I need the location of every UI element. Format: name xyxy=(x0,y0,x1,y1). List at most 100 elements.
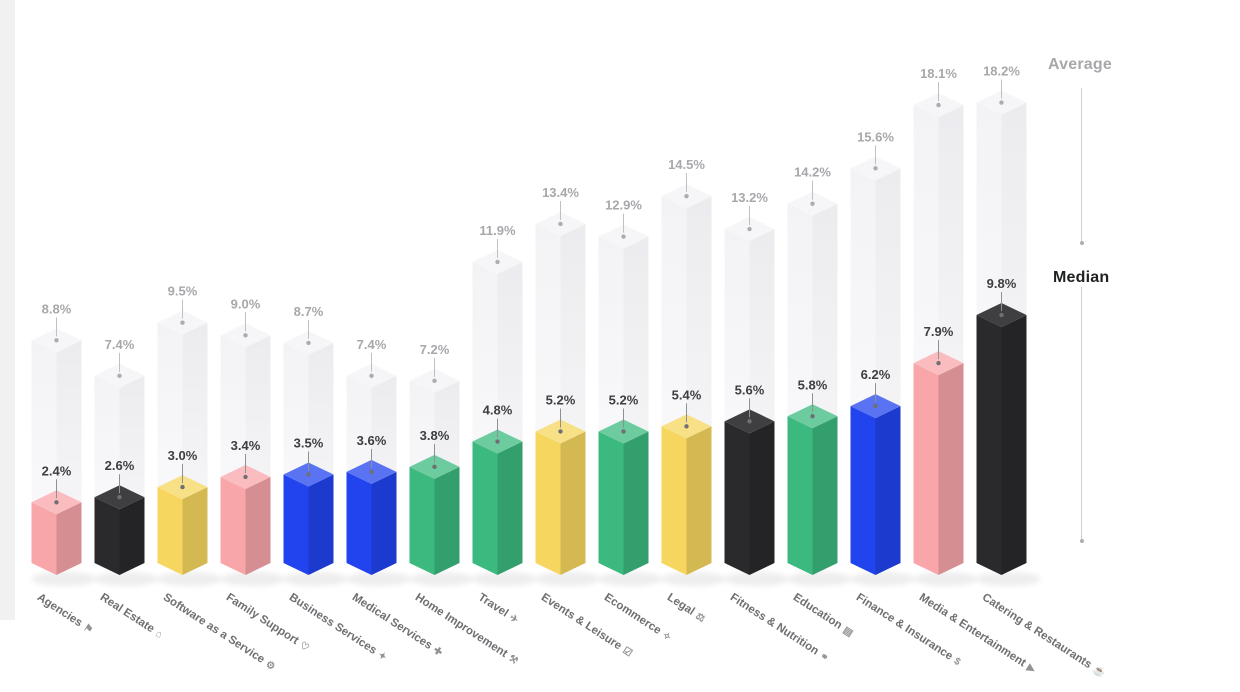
median-bar-travel-left-face xyxy=(472,441,498,575)
median-real-estate-pin-dot xyxy=(117,495,122,500)
average-finance-insurance-pin-dot xyxy=(873,166,878,171)
median-value-label-events-leisure: 5.2% xyxy=(546,392,576,407)
bar-shadow xyxy=(661,572,726,586)
average-home-improvement-pin-dot xyxy=(432,378,437,384)
median-legal-pin-dot xyxy=(684,424,689,429)
category-catering-restaurants: 18.2% 9.8% Catering & Restaurants☕ xyxy=(976,64,1108,680)
bar-shadow xyxy=(787,572,852,586)
category-label-software-as-a-service: Software as a Service⚙ xyxy=(161,591,278,673)
bar-shadow xyxy=(157,572,222,586)
category-travel: 11.9% 4.8% Travel✈ xyxy=(472,223,537,627)
median-bar-catering-restaurants-left-face xyxy=(976,315,1002,575)
average-medical-services-pin-dot xyxy=(369,373,374,378)
median-fitness-nutrition-pin-dot xyxy=(747,419,752,424)
average-value-label-fitness-nutrition: 13.2% xyxy=(731,190,768,205)
average-value-label-legal: 14.5% xyxy=(668,157,705,172)
average-value-label-medical-services: 7.4% xyxy=(357,337,387,352)
median-bar-ecommerce-left-face xyxy=(598,431,624,575)
median-bar-finance-insurance-right-face xyxy=(875,406,901,575)
scales-icon: ⚖ xyxy=(693,611,707,625)
median-bar-agencies-right-face xyxy=(56,502,82,575)
median-bar-medical-services-left-face xyxy=(346,471,372,575)
median-bar-ecommerce-right-face xyxy=(623,431,649,575)
category-label-media-entertainment: Media & Entertainment▶ xyxy=(917,591,1039,676)
bar-shadow xyxy=(346,572,411,586)
megaphone-icon: ⚑ xyxy=(81,622,95,636)
bar-shadow xyxy=(850,572,915,586)
food-icon: ☕ xyxy=(1090,662,1108,680)
median-value-label-software-as-a-service: 3.0% xyxy=(168,448,198,463)
category-education: 14.2% 5.8% Education▤ xyxy=(787,165,855,639)
median-bar-events-leisure-right-face xyxy=(560,431,586,575)
median-bar-agencies-left-face xyxy=(31,502,57,575)
median-education-pin-dot xyxy=(810,414,815,419)
bar-shadow xyxy=(598,572,663,586)
median-value-label-family-support: 3.4% xyxy=(231,438,261,453)
average-education-pin-dot xyxy=(810,201,815,206)
median-bar-fitness-nutrition-left-face xyxy=(724,421,750,575)
legend-average-label: Average xyxy=(1048,56,1112,73)
median-bar-events-leisure-left-face xyxy=(535,431,561,575)
median-bar-software-as-a-service-left-face xyxy=(157,487,183,575)
median-bar-travel-right-face xyxy=(497,441,523,575)
bar-shadow xyxy=(409,572,474,586)
bar-shadow xyxy=(535,572,600,586)
average-value-label-agencies: 8.8% xyxy=(42,301,72,316)
average-ecommerce-pin-dot xyxy=(621,234,626,239)
play-icon: ▶ xyxy=(1024,662,1038,677)
median-value-label-finance-insurance: 6.2% xyxy=(861,367,891,382)
median-business-services-pin-dot xyxy=(306,472,311,477)
median-travel-pin-dot xyxy=(495,439,500,444)
median-family-support-pin-dot xyxy=(243,474,248,480)
gear-icon: ⚙ xyxy=(263,659,277,673)
median-value-label-media-entertainment: 7.9% xyxy=(924,324,954,339)
median-value-label-legal: 5.4% xyxy=(672,387,702,402)
average-value-label-media-entertainment: 18.1% xyxy=(920,66,957,81)
category-label-real-estate: Real Estate⌂ xyxy=(98,591,165,640)
median-media-entertainment-pin-dot xyxy=(936,360,941,366)
bar-shadow xyxy=(472,572,537,586)
median-bar-business-services-right-face xyxy=(308,474,334,575)
category-label-education: Education▤ xyxy=(791,591,855,639)
median-value-label-ecommerce: 5.2% xyxy=(609,392,639,407)
average-legal-pin-dot xyxy=(684,193,689,199)
median-bar-legal-left-face xyxy=(661,426,687,575)
hammer-icon: ⚒ xyxy=(506,653,520,667)
average-agencies-pin-dot xyxy=(54,338,59,343)
median-value-label-education: 5.8% xyxy=(798,377,828,392)
legend-median-pin-line xyxy=(1079,287,1084,543)
median-ecommerce-pin-dot xyxy=(621,429,626,434)
average-value-label-family-support: 9.0% xyxy=(231,296,261,311)
median-bar-media-entertainment-left-face xyxy=(913,363,939,575)
check-square-icon: ☑ xyxy=(620,645,634,659)
average-travel-pin-dot xyxy=(495,259,500,265)
median-bar-education-left-face xyxy=(787,416,813,575)
median-bar-finance-insurance-left-face xyxy=(850,406,876,575)
average-value-label-home-improvement: 7.2% xyxy=(420,342,450,357)
median-bar-family-support-left-face xyxy=(220,476,246,575)
average-value-label-software-as-a-service: 9.5% xyxy=(168,284,198,299)
average-value-label-ecommerce: 12.9% xyxy=(605,198,642,213)
average-value-label-business-services: 8.7% xyxy=(294,304,324,319)
briefcase-icon: ✦ xyxy=(375,650,388,664)
category-label-legal: Legal⚖ xyxy=(665,591,708,625)
airplane-icon: ✈ xyxy=(507,613,521,627)
median-bar-home-improvement-right-face xyxy=(434,466,460,575)
category-real-estate: 7.4% 2.6% Real Estate⌂ xyxy=(94,337,165,641)
average-software-as-a-service-pin-dot xyxy=(180,320,185,325)
median-bar-catering-restaurants-right-face xyxy=(1001,315,1027,575)
median-value-label-real-estate: 2.6% xyxy=(105,458,135,473)
average-media-entertainment-pin-dot xyxy=(936,102,941,108)
bar-shadow xyxy=(283,572,348,586)
median-bar-legal-right-face xyxy=(686,426,712,575)
bar-shadow xyxy=(31,572,96,586)
median-value-label-business-services: 3.5% xyxy=(294,435,324,450)
median-events-leisure-pin-dot xyxy=(558,429,563,434)
median-bar-home-improvement-left-face xyxy=(409,466,435,575)
median-home-improvement-pin-dot xyxy=(432,464,437,470)
median-bar-real-estate-right-face xyxy=(119,497,145,575)
median-value-label-agencies: 2.4% xyxy=(42,463,72,478)
bar-shadow xyxy=(220,572,285,586)
